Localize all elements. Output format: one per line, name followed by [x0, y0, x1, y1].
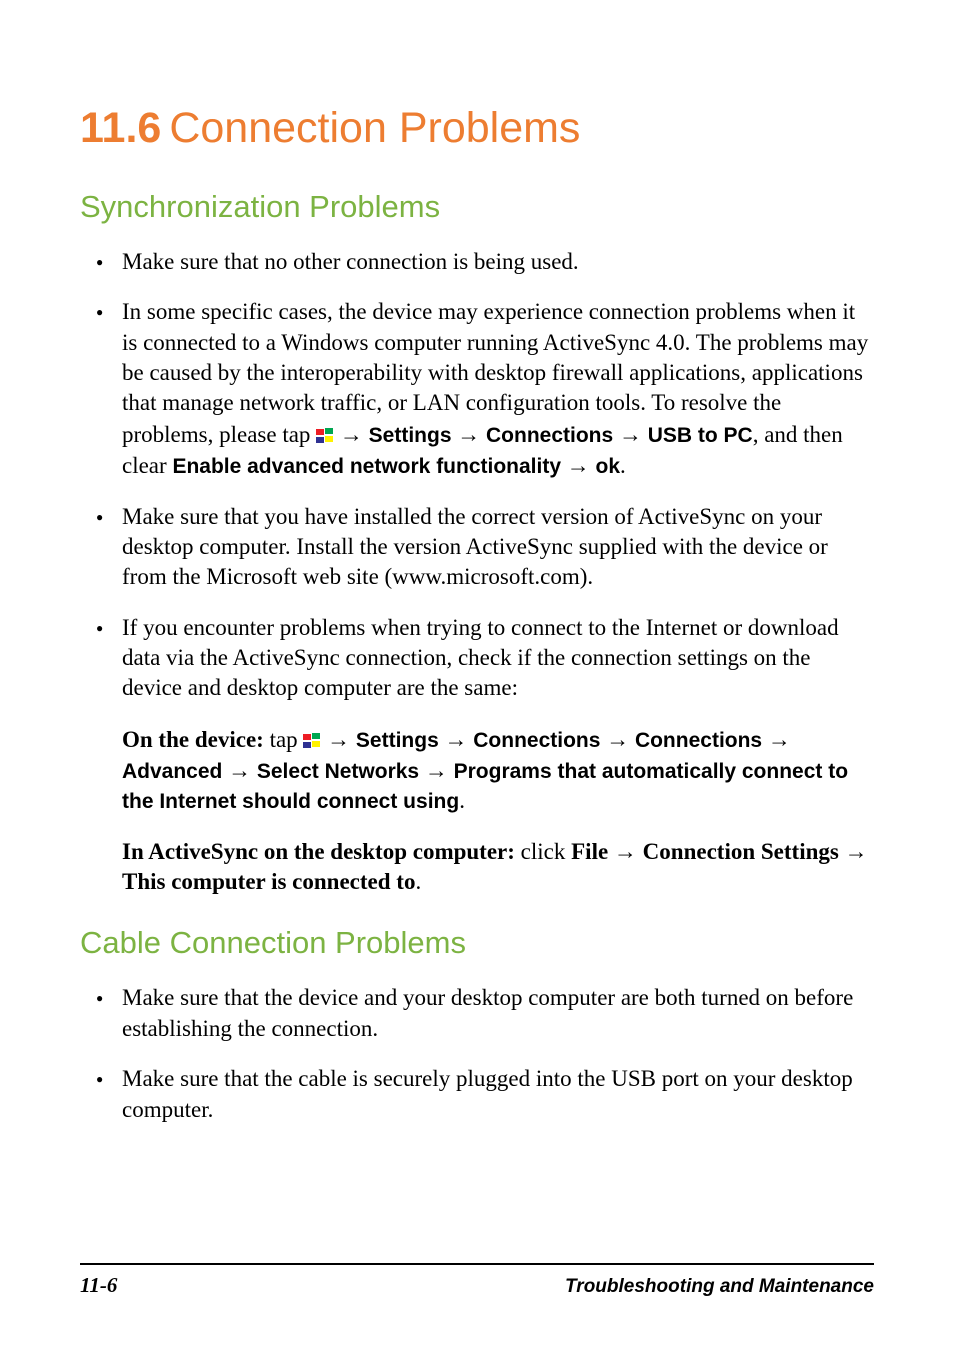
menu-label: Settings [369, 424, 452, 447]
arrow-icon: → [327, 726, 350, 752]
lead-label: On the device: [122, 727, 264, 752]
section-title: Connection Problems [169, 104, 580, 152]
arrow-icon: → [567, 452, 590, 478]
list-item: If you encounter problems when trying to… [80, 613, 874, 704]
sub-paragraph: In ActiveSync on the desktop computer: c… [80, 837, 874, 898]
arrow-icon: → [619, 421, 642, 447]
period: . [620, 453, 626, 478]
menu-label: Connections [635, 729, 762, 752]
menu-label: Connections [486, 424, 613, 447]
windows-flag-icon [316, 422, 334, 438]
footer-divider [80, 1263, 874, 1265]
arrow-icon: → [614, 839, 637, 864]
section-heading: 11.6 Connection Problems [80, 104, 874, 153]
list-item: Make sure that the cable is securely plu… [80, 1064, 874, 1125]
menu-label: File [571, 839, 608, 864]
footer-row: 11-6 Troubleshooting and Maintenance [80, 1273, 874, 1298]
arrow-icon: → [340, 421, 363, 447]
sub-paragraph: On the device: tap → Settings → Connecti… [80, 724, 874, 817]
menu-label: This computer is connected to [122, 869, 415, 894]
arrow-icon: → [445, 726, 468, 752]
menu-label: ok [596, 455, 621, 478]
lead-label: In ActiveSync on the desktop computer: [122, 839, 515, 864]
cable-problems-heading: Cable Connection Problems [80, 925, 874, 961]
menu-label: Connection Settings [643, 839, 839, 864]
section-number: 11.6 [80, 104, 161, 152]
menu-label: Settings [356, 729, 439, 752]
cable-problems-list: Make sure that the device and your deskt… [80, 983, 874, 1124]
arrow-icon: → [606, 726, 629, 752]
page-number: 11-6 [80, 1273, 117, 1298]
arrow-icon: → [425, 757, 448, 783]
body-text: click [515, 839, 571, 864]
footer-title: Troubleshooting and Maintenance [565, 1276, 874, 1298]
list-item: Make sure that no other connection is be… [80, 247, 874, 277]
body-text: tap [264, 727, 304, 752]
sync-problems-heading: Synchronization Problems [80, 189, 874, 225]
menu-label: Enable advanced network functionality [172, 455, 561, 478]
list-item: Make sure that the device and your deskt… [80, 983, 874, 1044]
arrow-icon: → [845, 839, 868, 864]
arrow-icon: → [457, 421, 480, 447]
menu-label: Advanced [122, 760, 222, 783]
list-item: Make sure that you have installed the co… [80, 502, 874, 593]
arrow-icon: → [768, 726, 791, 752]
menu-label: Select Networks [257, 760, 419, 783]
menu-label: Connections [473, 729, 600, 752]
period: . [459, 788, 465, 813]
page-footer: 11-6 Troubleshooting and Maintenance [80, 1263, 874, 1298]
list-item: In some specific cases, the device may e… [80, 297, 874, 481]
menu-label: USB to PC [648, 424, 753, 447]
windows-flag-icon [303, 727, 321, 743]
sync-problems-list: Make sure that no other connection is be… [80, 247, 874, 704]
period: . [415, 869, 421, 894]
arrow-icon: → [228, 757, 251, 783]
